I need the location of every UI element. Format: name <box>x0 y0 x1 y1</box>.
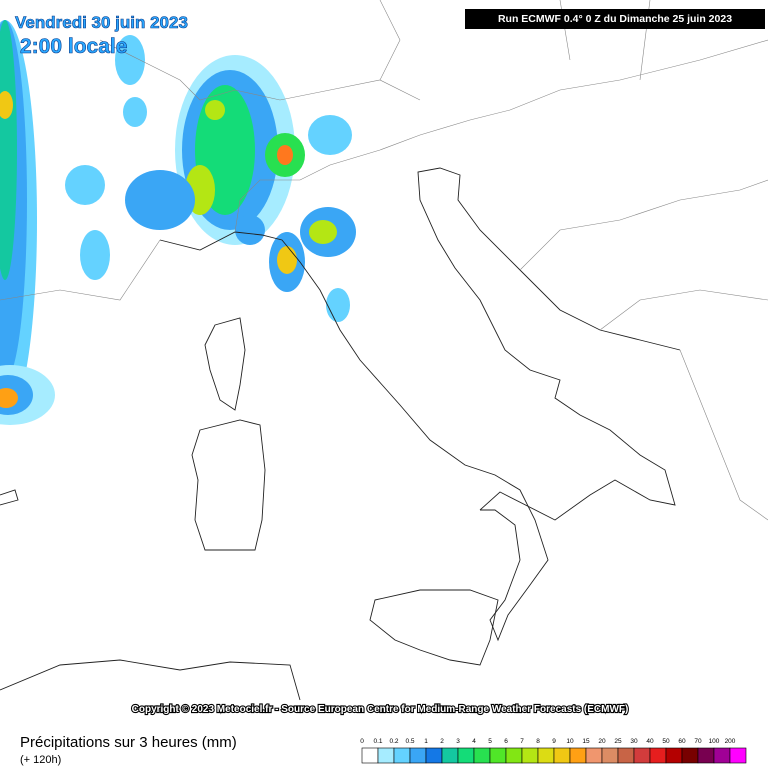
legend-label: 15 <box>582 738 590 745</box>
legend-label: 20 <box>598 738 606 745</box>
footer-lead: (+ 120h) <box>20 754 61 766</box>
legend-label: 9 <box>552 738 556 745</box>
legend-label: 0.1 <box>373 738 382 745</box>
legend-swatch <box>729 747 747 764</box>
legend-label: 7 <box>520 738 524 745</box>
legend-label: 0 <box>360 738 364 745</box>
legend-label: 25 <box>614 738 622 745</box>
copyright: Copyright © 2023 Meteociel.fr - Source E… <box>132 704 629 715</box>
legend-swatch <box>505 747 523 764</box>
legend-label: 0.2 <box>389 738 398 745</box>
legend-swatch <box>553 747 571 764</box>
legend-swatch <box>409 747 427 764</box>
legend-swatch <box>569 747 587 764</box>
legend-label: 4 <box>472 738 476 745</box>
legend-swatch <box>361 747 379 764</box>
legend-swatch <box>473 747 491 764</box>
legend: 0 0.1 0.2 0.5 1 2 3 4 5 6 7 8 9 10 15 20 25 30 40 50 60 70 100… <box>360 738 747 764</box>
legend-swatch <box>633 747 651 764</box>
legend-swatch <box>393 747 411 764</box>
legend-swatch <box>377 747 395 764</box>
legend-swatch <box>521 747 539 764</box>
legend-label: 30 <box>630 738 638 745</box>
run-banner <box>465 9 765 29</box>
legend-swatch <box>713 747 731 764</box>
legend-label: 60 <box>678 738 686 745</box>
legend-label: 8 <box>536 738 540 745</box>
time-label: 2:00 locale <box>20 35 127 58</box>
legend-label: 40 <box>646 738 654 745</box>
borders <box>0 0 768 521</box>
legend-label: 5 <box>488 738 492 745</box>
legend-swatch <box>681 747 699 764</box>
run-label: Run ECMWF 0.4° 0 Z du Dimanche 25 juin 2… <box>498 13 732 25</box>
legend-swatch <box>537 747 555 764</box>
legend-swatch <box>489 747 507 764</box>
legend-label: 200 <box>725 738 736 745</box>
date-label: Vendredi 30 juin 2023 <box>15 13 188 32</box>
legend-label: 70 <box>694 738 702 745</box>
precipitation <box>0 20 356 425</box>
legend-label: 2 <box>440 738 444 745</box>
legend-swatch <box>585 747 603 764</box>
legend-label: 100 <box>709 738 720 745</box>
legend-swatch <box>441 747 459 764</box>
legend-swatch <box>697 747 715 764</box>
legend-swatch <box>457 747 475 764</box>
legend-label: 50 <box>662 738 670 745</box>
legend-swatch <box>601 747 619 764</box>
legend-swatch <box>425 747 443 764</box>
legend-label: 1 <box>424 738 428 745</box>
legend-swatch <box>665 747 683 764</box>
legend-label: 6 <box>504 738 508 745</box>
legend-swatch <box>617 747 635 764</box>
legend-label: 3 <box>456 738 460 745</box>
footer-title: Précipitations sur 3 heures (mm) <box>20 734 237 751</box>
legend-swatch <box>649 747 667 764</box>
legend-label: 0.5 <box>405 738 414 745</box>
legend-label: 10 <box>566 738 574 745</box>
coastlines <box>0 167 681 701</box>
